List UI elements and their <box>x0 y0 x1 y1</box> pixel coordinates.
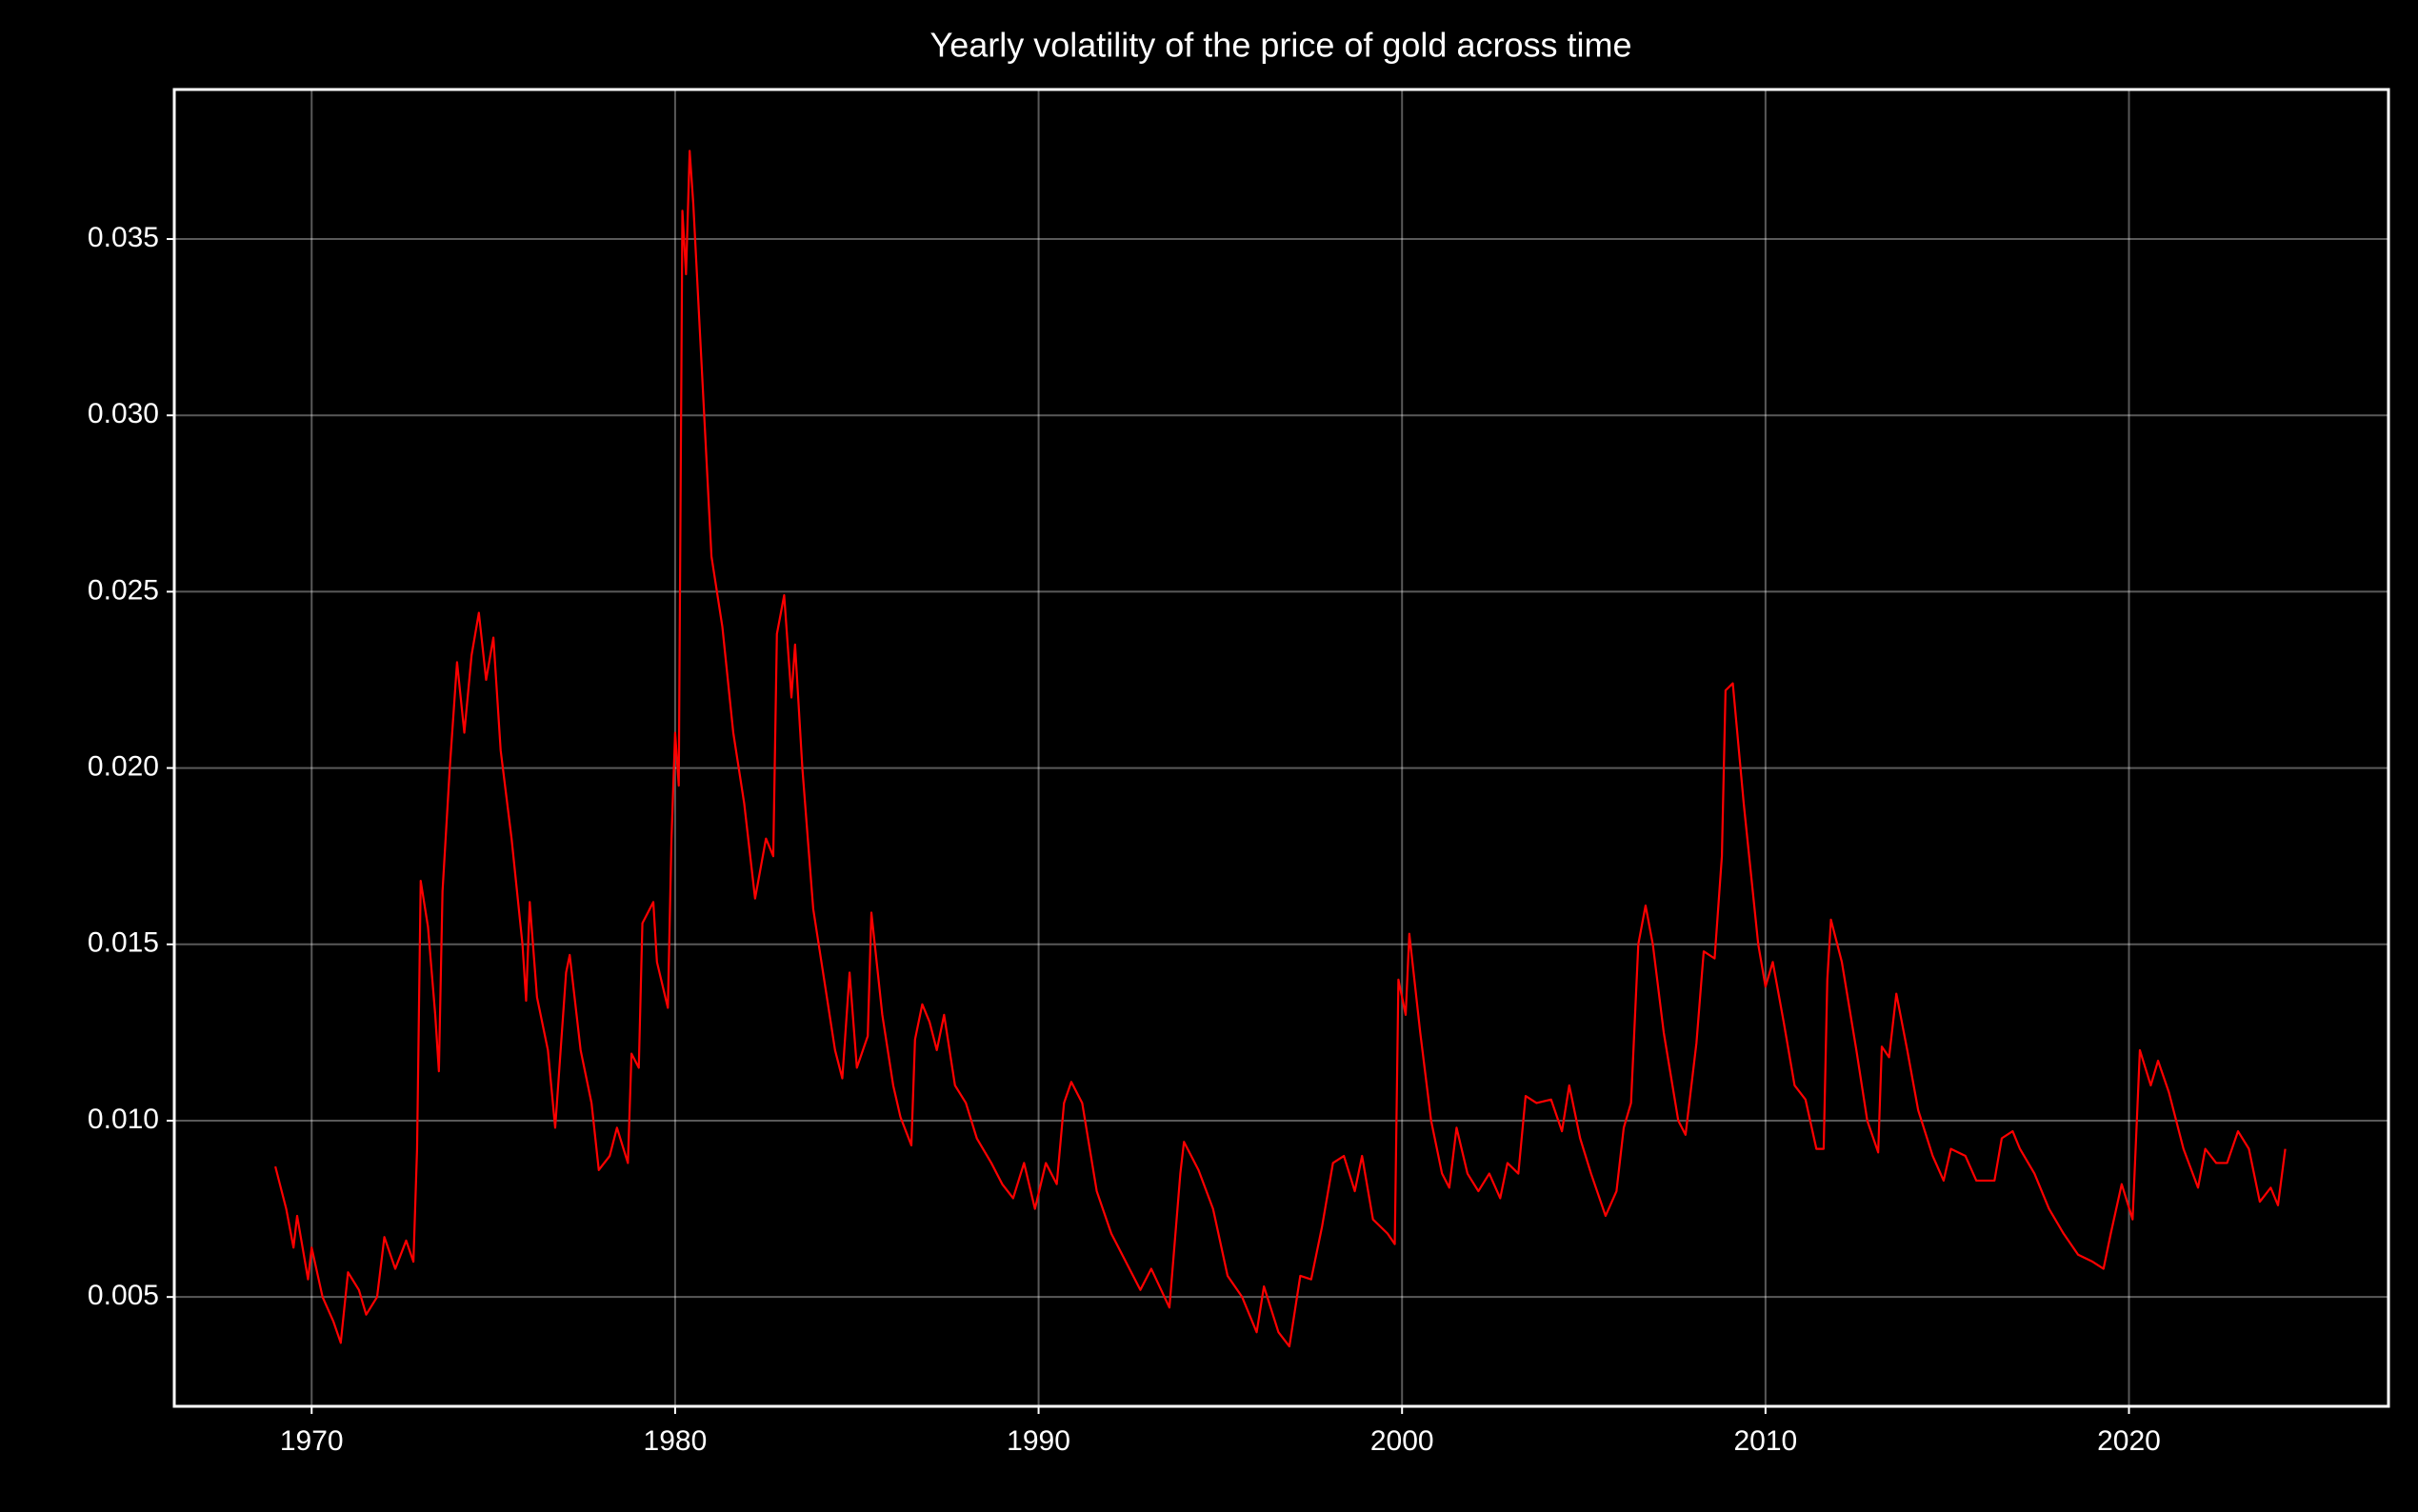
data-line <box>274 149 2287 1348</box>
y-tick-label: 0.015 <box>88 927 159 959</box>
y-tick-label: 0.020 <box>88 751 159 783</box>
x-tick-label: 2000 <box>1370 1425 1434 1457</box>
y-tick-label: 0.035 <box>88 222 159 253</box>
x-tick-label: 1970 <box>280 1425 344 1457</box>
chart-title: Yearly volatility of the price of gold a… <box>929 26 1631 65</box>
y-tick-label: 0.030 <box>88 398 159 429</box>
y-tick-label: 0.010 <box>88 1104 159 1135</box>
x-tick-label: 1980 <box>644 1425 708 1457</box>
x-tick-label: 1990 <box>1007 1425 1070 1457</box>
x-tick-label: 2010 <box>1733 1425 1797 1457</box>
y-tick-label: 0.025 <box>88 574 159 606</box>
x-tick-label: 2020 <box>2097 1425 2161 1457</box>
y-tick-label: 0.005 <box>88 1280 159 1311</box>
plot-frame <box>172 88 2390 1408</box>
